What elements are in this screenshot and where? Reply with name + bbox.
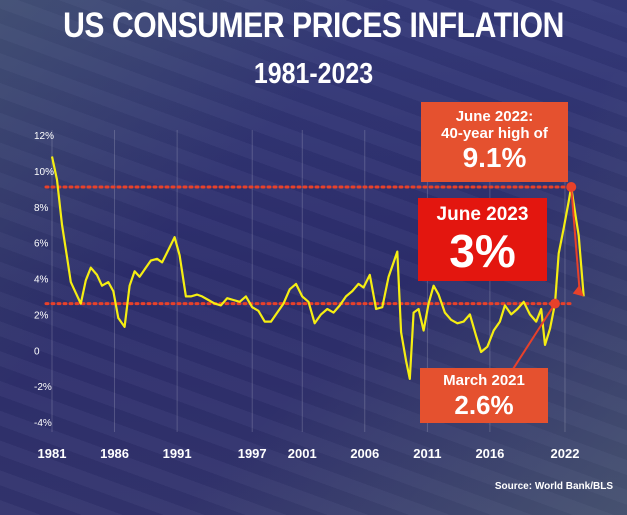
x-tick-label: 1981 xyxy=(38,446,67,461)
march-2021-label: March 2021 xyxy=(443,372,525,389)
arrow-head xyxy=(572,284,584,297)
x-tick-label: 2001 xyxy=(288,446,317,461)
march-2021-annotation-box: March 2021 2.6% xyxy=(420,368,548,423)
x-tick-label: 1997 xyxy=(238,446,267,461)
march-2021-value: 2.6% xyxy=(454,390,514,420)
y-tick-label: 12% xyxy=(34,131,54,142)
y-tick-label: 4% xyxy=(34,275,49,286)
inflation-series-line xyxy=(50,156,585,380)
x-tick-label: 1991 xyxy=(163,446,192,461)
chart-subtitle: 1981-2023 xyxy=(253,58,374,90)
peak-annotation-box: June 2022: 40-year high of 9.1% xyxy=(421,102,568,182)
y-axis-ticks: 12% 10% 8% 6% 4% 2% 0 -2% -4% xyxy=(34,131,54,429)
x-tick-label: 2011 xyxy=(413,446,441,461)
y-tick-label: 2% xyxy=(34,310,49,321)
june-2023-value: 3% xyxy=(449,225,516,277)
peak-marker xyxy=(566,182,577,193)
peak-to-june-arrow xyxy=(570,186,581,293)
march-2021-marker xyxy=(549,298,560,309)
x-tick-label: 2022 xyxy=(551,446,580,461)
x-tick-label: 2016 xyxy=(475,446,504,461)
y-tick-label: 8% xyxy=(34,203,49,214)
chart-title: US CONSUMER PRICES INFLATION xyxy=(63,6,564,45)
peak-annotation-value: 9.1% xyxy=(462,142,527,173)
x-tick-label: 2006 xyxy=(350,446,379,461)
peak-annotation-line1: June 2022: xyxy=(455,108,534,125)
y-tick-label: -4% xyxy=(34,418,52,429)
y-tick-label: 0 xyxy=(34,346,40,357)
june-2023-annotation-box: June 2023 3% xyxy=(418,198,547,281)
grid-lines xyxy=(51,130,566,432)
y-tick-label: 6% xyxy=(34,239,49,250)
x-tick-label: 1986 xyxy=(100,446,129,461)
june-2023-label: June 2023 xyxy=(436,204,529,225)
x-axis-ticks: 1981 1986 1991 1997 2001 2006 2011 2016 2022 xyxy=(38,446,580,461)
y-tick-label: -2% xyxy=(34,382,52,393)
annotation-markers xyxy=(505,182,584,381)
peak-annotation-line2: 40-year high of xyxy=(441,125,548,142)
march-2021-pointer xyxy=(505,303,556,381)
source-credit: Source: World Bank/BLS xyxy=(494,481,613,492)
y-tick-label: 10% xyxy=(34,167,54,178)
